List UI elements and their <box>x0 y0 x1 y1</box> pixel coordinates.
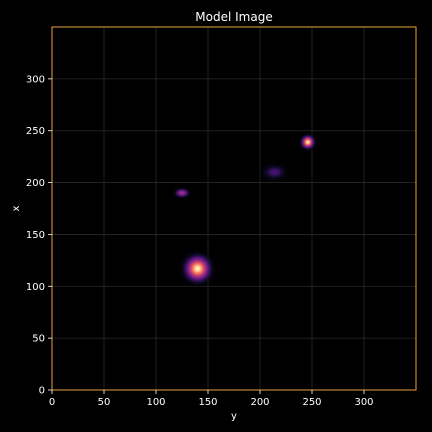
y-tick-label: 100 <box>26 282 45 293</box>
x-tick-label: 50 <box>98 397 111 408</box>
y-tick-label: 50 <box>32 334 45 345</box>
x-tick-label: 250 <box>302 397 321 408</box>
y-tick-label: 250 <box>26 126 45 137</box>
image-layer <box>169 131 319 291</box>
y-tick-label: 200 <box>26 178 45 189</box>
x-axis-ticks: 0 50 100 150 200 250 300 <box>49 390 374 408</box>
x-tick-label: 150 <box>198 397 217 408</box>
plot-frame <box>51 26 417 391</box>
y-axis-label: x <box>11 205 22 211</box>
grid-layer <box>51 27 416 391</box>
y-axis-ticks: 0 50 100 150 200 250 300 <box>26 74 52 397</box>
source-blob <box>252 158 297 187</box>
source-blob <box>296 131 319 154</box>
source-blob <box>169 185 195 201</box>
y-tick-label: 300 <box>26 74 45 85</box>
x-axis-label: y <box>231 411 237 422</box>
chart-title: Model Image <box>195 10 272 24</box>
source-blob <box>175 246 220 291</box>
x-tick-label: 100 <box>146 397 165 408</box>
y-tick-label: 0 <box>39 386 45 397</box>
x-tick-label: 200 <box>250 397 269 408</box>
x-tick-label: 300 <box>354 397 373 408</box>
x-tick-label: 0 <box>49 397 55 408</box>
y-tick-label: 150 <box>26 230 45 241</box>
